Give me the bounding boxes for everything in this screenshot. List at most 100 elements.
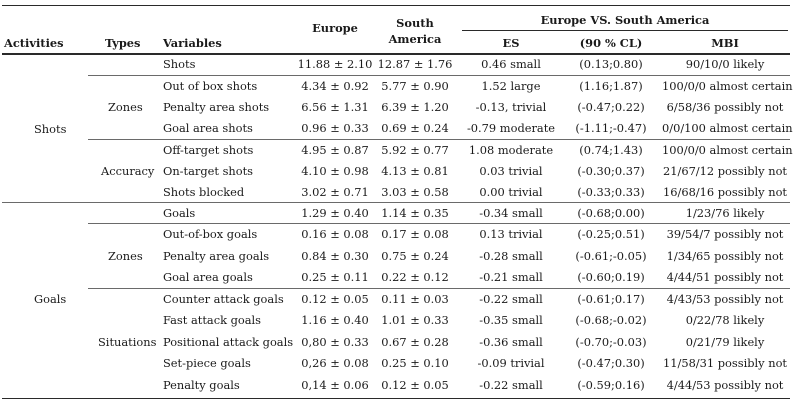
mbi-cell: 21/67/12 possibly not bbox=[662, 164, 788, 178]
europe-cell: 0,26 ± 0.08 bbox=[301, 356, 369, 370]
europe-cell: 1.29 ± 0.40 bbox=[301, 206, 369, 220]
variable-cell: Out of box shots bbox=[163, 79, 258, 93]
es-cell: -0.13, trivial bbox=[475, 100, 547, 114]
variable-cell: Out-of-box goals bbox=[163, 227, 258, 241]
variable-cell: Fast attack goals bbox=[163, 313, 262, 327]
accuracy-separator bbox=[88, 139, 790, 140]
south-america-cell: 1.14 ± 0.35 bbox=[381, 206, 449, 220]
type-zones-goals: Zones bbox=[108, 249, 143, 263]
south-america-cell: 0.11 ± 0.03 bbox=[381, 292, 449, 306]
es-cell: -0.34 small bbox=[479, 206, 543, 220]
south-america-cell: 0.17 ± 0.08 bbox=[381, 227, 449, 241]
south-america-cell: 12.87 ± 1.76 bbox=[377, 57, 453, 71]
variable-cell: Penalty goals bbox=[163, 378, 240, 392]
mbi-cell: 6/58/36 possibly not bbox=[666, 100, 784, 114]
mbi-cell: 4/43/53 possibly not bbox=[666, 292, 784, 306]
cl-cell: (-1.11;-0.47) bbox=[575, 121, 647, 135]
cl-cell: (-0.47;0.22) bbox=[577, 100, 645, 114]
header-variables: Variables bbox=[163, 36, 222, 50]
cl-cell: (-0.59;0.16) bbox=[577, 378, 645, 392]
south-america-cell: 5.77 ± 0.90 bbox=[381, 79, 449, 93]
variable-cell: Penalty area goals bbox=[163, 249, 270, 263]
es-cell: 0.46 small bbox=[481, 57, 541, 71]
bottom-rule bbox=[2, 398, 790, 399]
south-america-cell: 0.69 ± 0.24 bbox=[381, 121, 449, 135]
type-situations: Situations bbox=[98, 335, 157, 349]
europe-cell: 4.34 ± 0.92 bbox=[301, 79, 369, 93]
south-america-cell: 5.92 ± 0.77 bbox=[381, 143, 449, 157]
es-cell: 1.52 large bbox=[481, 79, 541, 93]
cl-cell: (1.16;1.87) bbox=[579, 79, 643, 93]
mbi-cell: 11/58/31 possibly not bbox=[662, 356, 788, 370]
cl-cell: (-0.61;-0.05) bbox=[575, 249, 647, 263]
es-cell: -0.22 small bbox=[479, 378, 543, 392]
es-cell: 0.00 trivial bbox=[479, 185, 543, 199]
europe-cell: 3.02 ± 0.71 bbox=[301, 185, 369, 199]
es-cell: -0.35 small bbox=[479, 313, 543, 327]
mbi-cell: 1/23/76 likely bbox=[685, 206, 765, 220]
header-mbi: MBI bbox=[711, 36, 739, 50]
cl-cell: (-0.60;0.19) bbox=[577, 270, 645, 284]
cl-cell: (-0.25;0.51) bbox=[577, 227, 645, 241]
variable-cell: Goal area goals bbox=[163, 270, 253, 284]
mbi-cell: 0/0/100 almost certain bbox=[662, 121, 793, 135]
mbi-cell: 39/54/7 possibly not bbox=[666, 227, 784, 241]
comparison-underline bbox=[462, 30, 788, 31]
es-cell: -0.22 small bbox=[479, 292, 543, 306]
top-rule bbox=[2, 5, 790, 6]
europe-cell: 6.56 ± 1.31 bbox=[301, 100, 369, 114]
situations-separator bbox=[88, 288, 790, 289]
variable-cell: Off-target shots bbox=[163, 143, 254, 157]
header-south-america-line2: America bbox=[388, 32, 442, 46]
header-comparison: Europe VS. South America bbox=[540, 13, 710, 27]
europe-cell: 0.12 ± 0.05 bbox=[301, 292, 369, 306]
es-cell: 1.08 moderate bbox=[468, 143, 554, 157]
variable-cell: Penalty area shots bbox=[163, 100, 270, 114]
mbi-cell: 0/22/78 likely bbox=[685, 313, 765, 327]
variable-cell: On-target shots bbox=[163, 164, 254, 178]
variable-cell: Positional attack goals bbox=[163, 335, 294, 349]
header-es: ES bbox=[502, 36, 520, 50]
es-cell: -0.09 trivial bbox=[477, 356, 545, 370]
mbi-cell: 4/44/53 possibly not bbox=[666, 378, 784, 392]
cl-cell: (0.74;1.43) bbox=[579, 143, 643, 157]
header-activities: Activities bbox=[4, 36, 64, 50]
cl-cell: (-0.61;0.17) bbox=[577, 292, 645, 306]
es-cell: -0.21 small bbox=[479, 270, 543, 284]
zones-goals-separator bbox=[88, 223, 790, 224]
europe-cell: 0.96 ± 0.33 bbox=[301, 121, 369, 135]
header-types: Types bbox=[105, 36, 141, 50]
cl-cell: (-0.70;-0.03) bbox=[575, 335, 647, 349]
south-america-cell: 0.12 ± 0.05 bbox=[381, 378, 449, 392]
header-rule bbox=[2, 53, 790, 55]
variable-cell: Set-piece goals bbox=[163, 356, 251, 370]
europe-cell: 4.10 ± 0.98 bbox=[301, 164, 369, 178]
variable-cell: Shots blocked bbox=[163, 185, 245, 199]
cl-cell: (-0.68;-0.02) bbox=[575, 313, 647, 327]
mbi-cell: 4/44/51 possibly not bbox=[666, 270, 784, 284]
header-europe: Europe bbox=[312, 21, 358, 35]
europe-cell: 0.84 ± 0.30 bbox=[301, 249, 369, 263]
cl-cell: (-0.30;0.37) bbox=[577, 164, 645, 178]
mbi-cell: 100/0/0 almost certain bbox=[662, 143, 793, 157]
cl-cell: (-0.68;0.00) bbox=[577, 206, 645, 220]
header-cl: (90 % CL) bbox=[579, 36, 643, 50]
es-cell: -0.28 small bbox=[479, 249, 543, 263]
south-america-cell: 6.39 ± 1.20 bbox=[381, 100, 449, 114]
south-america-cell: 0.67 ± 0.28 bbox=[381, 335, 449, 349]
es-cell: -0.36 small bbox=[479, 335, 543, 349]
variable-cell: Shots bbox=[163, 57, 196, 71]
activity-shots: Shots bbox=[34, 122, 67, 136]
europe-cell: 0.25 ± 0.11 bbox=[301, 270, 369, 284]
header-south-america-line1: South bbox=[396, 16, 434, 30]
europe-cell: 0.16 ± 0.08 bbox=[301, 227, 369, 241]
europe-cell: 1.16 ± 0.40 bbox=[301, 313, 369, 327]
south-america-cell: 0.75 ± 0.24 bbox=[381, 249, 449, 263]
europe-cell: 0,80 ± 0.33 bbox=[301, 335, 369, 349]
south-america-cell: 3.03 ± 0.58 bbox=[381, 185, 449, 199]
activity-goals: Goals bbox=[34, 292, 67, 306]
europe-cell: 4.95 ± 0.87 bbox=[301, 143, 369, 157]
cl-cell: (0.13;0.80) bbox=[579, 57, 643, 71]
cl-cell: (-0.47;0.30) bbox=[577, 356, 645, 370]
